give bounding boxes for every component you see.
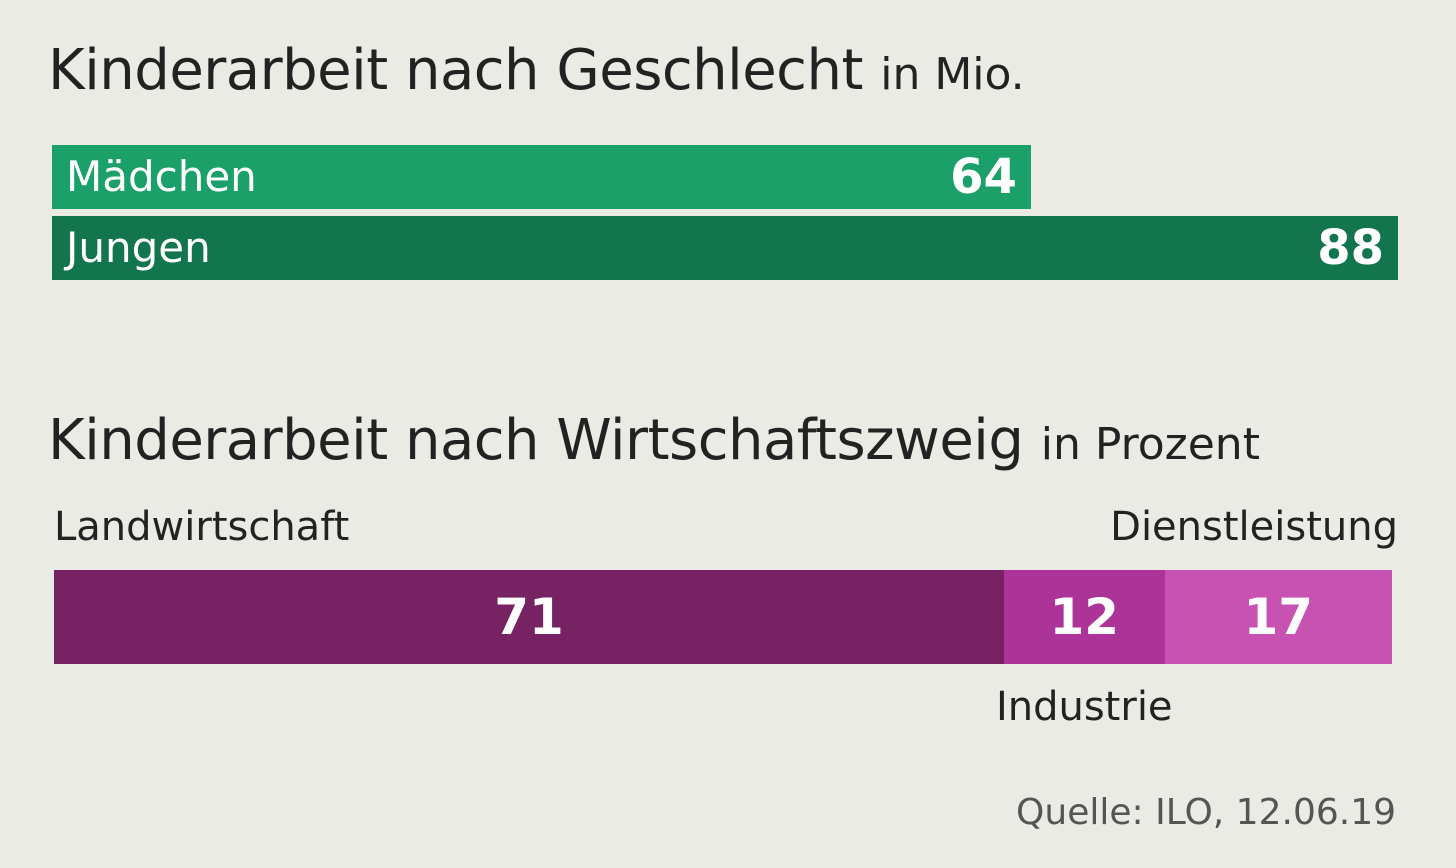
chart-title-gender-text: Kinderarbeit nach Geschlecht [48, 38, 863, 103]
segment-value-industrie: 12 [1049, 588, 1120, 646]
chart-unit-gender: in Mio. [880, 49, 1025, 100]
stacked-bar-sector: 71 12 17 [54, 570, 1392, 664]
segment-value-landwirtschaft: 71 [494, 588, 564, 646]
chart-unit-sector: in Prozent [1040, 419, 1260, 470]
category-label-industrie: Industrie [995, 684, 1173, 730]
bar-maedchen: Mädchen 64 [52, 145, 1031, 209]
chart-title-sector: Kinderarbeit nach Wirtschaftszweig in Pr… [48, 408, 1260, 473]
segment-value-dienstleistung: 17 [1243, 588, 1314, 646]
source-note: Quelle: ILO, 12.06.19 [1016, 792, 1396, 833]
bar-jungen: Jungen 88 [52, 216, 1398, 280]
bar-label-maedchen: Mädchen [66, 152, 257, 201]
chart-title-gender: Kinderarbeit nach Geschlecht in Mio. [48, 38, 1025, 103]
category-label-landwirtschaft: Landwirtschaft [54, 504, 350, 550]
segment-landwirtschaft: 71 [54, 570, 1004, 664]
chart-title-sector-text: Kinderarbeit nach Wirtschaftszweig [48, 408, 1024, 473]
bar-label-jungen: Jungen [66, 223, 211, 272]
segment-dienstleistung: 17 [1164, 570, 1392, 664]
category-label-dienstleistung: Dienstleistung [1110, 504, 1398, 550]
bar-value-maedchen: 64 [950, 149, 1017, 205]
bar-value-jungen: 88 [1317, 220, 1384, 276]
segment-industrie: 12 [1003, 570, 1165, 664]
